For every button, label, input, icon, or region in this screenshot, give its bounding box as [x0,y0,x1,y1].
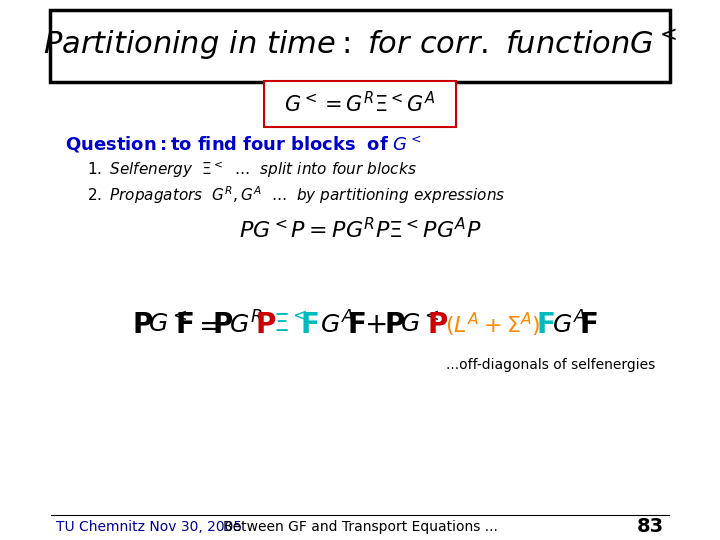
Text: $\Xi^{<}$: $\Xi^{<}$ [274,313,307,337]
Text: $G^{R}$: $G^{R}$ [228,312,262,339]
Text: $(L^A + \Sigma^A)$: $(L^A + \Sigma^A)$ [445,311,541,339]
Text: $G^A$: $G^A$ [552,312,586,339]
Text: $\mathbf{P}$: $\mathbf{P}$ [427,311,448,339]
Text: $=$: $=$ [193,311,220,339]
Text: 83: 83 [637,517,664,537]
FancyBboxPatch shape [264,81,456,127]
Text: $\mathbf{F}$: $\mathbf{F}$ [175,311,194,339]
Text: $\it{Partitioning\ in\ time:\ for\ corr.\ function}$$G^{<}$: $\it{Partitioning\ in\ time:\ for\ corr.… [43,28,677,62]
Text: $\mathbf{P}$: $\mathbf{P}$ [212,311,233,339]
Text: $1.\ Selfenergy\ \ \Xi^{<}\ \ \ldots\ \ split\ into\ four\ blocks$: $1.\ Selfenergy\ \ \Xi^{<}\ \ \ldots\ \ … [87,160,417,180]
Text: $G^{<}$: $G^{<}$ [400,313,439,337]
Text: $\mathbf{P}$: $\mathbf{P}$ [256,311,276,339]
Text: $\mathbf{F}$: $\mathbf{F}$ [346,311,365,339]
Text: $2.\ Propagators\ \ G^R, G^A\ \ \ldots\ \ by\ partitioning\ expressions$: $2.\ Propagators\ \ G^R, G^A\ \ \ldots\ … [87,184,506,206]
Text: $+$: $+$ [364,311,387,339]
Text: $G^{<}$: $G^{<}$ [148,313,187,337]
Text: $PG^{<}P = PG^R P\Xi^{<} PG^A P$: $PG^{<}P = PG^R P\Xi^{<} PG^A P$ [239,218,481,242]
FancyBboxPatch shape [50,10,670,82]
Text: $\mathbf{F}$: $\mathbf{F}$ [536,311,554,339]
Text: ...off-diagonals of selfenergies: ...off-diagonals of selfenergies [446,358,655,372]
Text: $\mathbf{P}$: $\mathbf{P}$ [384,311,405,339]
Text: $\mathbf{F}$: $\mathbf{F}$ [579,311,598,339]
Text: Between GF and Transport Equations ...: Between GF and Transport Equations ... [222,520,498,534]
Text: $G^{A}$: $G^{A}$ [320,312,354,339]
Text: TU Chemnitz Nov 30, 2005: TU Chemnitz Nov 30, 2005 [56,520,242,534]
Text: $\mathbf{P}$: $\mathbf{P}$ [132,311,153,339]
Text: $\mathbf{F}$: $\mathbf{F}$ [300,311,319,339]
Text: $\bf{Question: to\ find\ four\ blocks\ \ of\ }$$G^{<}$: $\bf{Question: to\ find\ four\ blocks\ \… [65,134,422,156]
Text: $G^{<} = G^R \Xi^{<} G^A$: $G^{<} = G^R \Xi^{<} G^A$ [284,91,436,117]
